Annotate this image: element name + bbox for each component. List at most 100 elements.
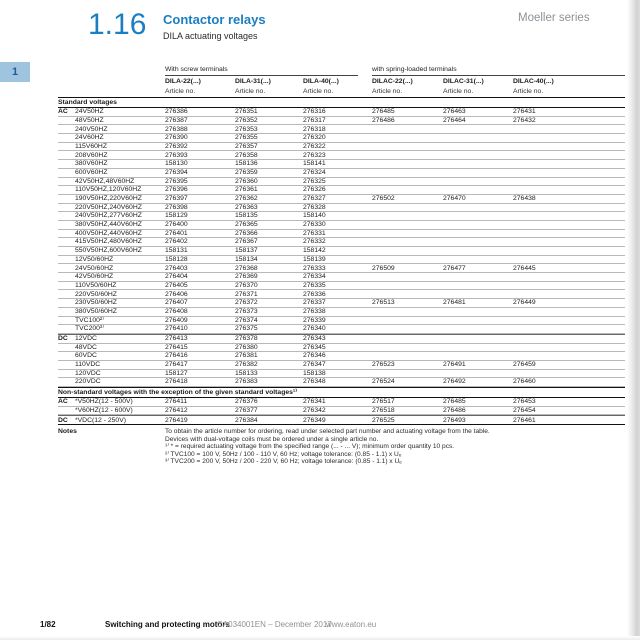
page-bottom-shadow: [0, 636, 640, 640]
article-number: 276396: [165, 186, 188, 194]
article-number: 158133: [235, 369, 258, 377]
article-number: 276393: [165, 151, 188, 159]
table-row: DC 12VDC 276413 276378 276343: [58, 333, 625, 344]
article-number: 276412: [165, 406, 188, 414]
footer-document-code: CA034001EN – December 2017: [217, 620, 332, 629]
voltage-label: *VDC(12 - 250V): [75, 416, 126, 424]
article-number: 158129: [165, 212, 188, 220]
article-number: 276438: [513, 195, 536, 203]
article-number: 276335: [303, 281, 326, 289]
article-number: 276368: [235, 264, 258, 272]
article-number: 276372: [235, 299, 258, 307]
article-number: 276325: [303, 177, 326, 185]
table-row: 48V50HZ 276387 276352 276317 276486 276464 276…: [58, 117, 625, 126]
article-number: 276369: [235, 273, 258, 281]
notes-lines: To obtain the article number for orderin…: [165, 428, 625, 466]
note-line: To obtain the article number for orderin…: [165, 428, 490, 436]
article-number: 276493: [443, 416, 466, 424]
table-row: 190V50HZ,220V60HZ 276397 276362 276327 27650…: [58, 195, 625, 204]
article-number: 276461: [513, 416, 536, 424]
voltage-label: 380V50/60HZ: [75, 307, 117, 315]
article-number: 276380: [235, 343, 258, 351]
article-number: 276477: [443, 264, 466, 272]
column-header-row: DILA-22(...) DILA-31(...) DILA-40(...) DILA…: [58, 76, 625, 86]
article-number: 276460: [513, 378, 536, 386]
page-title: Contactor relays: [163, 12, 266, 27]
table-row: 110V50HZ,120V60HZ 276396 276361 276326: [58, 186, 625, 195]
article-number: 276322: [303, 142, 326, 150]
table-row: 24V60HZ 276390 276355 276320: [58, 134, 625, 143]
voltage-label: *V60HZ(12 - 600V): [75, 406, 133, 414]
table-row: TVC200³⁾ 276410 276375 276340: [58, 325, 625, 334]
article-number: 276331: [303, 229, 326, 237]
article-number: 276348: [303, 378, 326, 386]
current-type-label: AC: [58, 398, 68, 406]
article-no-label: Article no.: [443, 88, 474, 96]
voltage-label: 110V50/60HZ: [75, 281, 117, 289]
article-number: 276481: [443, 299, 466, 307]
article-no-label: Article no.: [165, 88, 196, 96]
footer-catalog-title: Switching and protecting motors: [105, 620, 230, 629]
table-body: Standard voltages AC 24V50HZ 276386 276351 27…: [58, 97, 625, 426]
section-header: Standard voltages: [58, 98, 117, 106]
table-row: 24V50/60HZ 276403 276368 276333 276509 276477…: [58, 264, 625, 274]
voltage-label: 190V50HZ,220V60HZ: [75, 195, 142, 203]
table-row: 220V50HZ,240V60HZ 276398 276363 276328: [58, 204, 625, 213]
note-line: ¹⁾ * = required actuating voltage from t…: [165, 443, 455, 451]
section-header: Non-standard voltages with the exception…: [58, 388, 298, 396]
article-number: 276513: [372, 299, 395, 307]
article-number: 276404: [165, 273, 188, 281]
voltage-label: 110VDC: [75, 361, 101, 369]
table-row: 42V50/60HZ 276404 276369 276334: [58, 273, 625, 282]
article-number: 158128: [165, 255, 188, 263]
article-number: 276407: [165, 299, 188, 307]
voltage-label: TVC200³⁾: [75, 325, 104, 333]
article-number: 276359: [235, 168, 258, 176]
article-number: 276405: [165, 281, 188, 289]
table-row: 220V50/60HZ 276406 276371 276336: [58, 290, 625, 300]
voltage-label: 42V50/60HZ: [75, 273, 114, 281]
voltage-label: 120VDC: [75, 369, 101, 377]
footer-website-link[interactable]: www.eaton.eu: [326, 620, 377, 629]
voltage-label: 12VDC: [75, 335, 97, 343]
table-row: 415V50HZ,480V60HZ 276402 276367 276332: [58, 238, 625, 247]
voltage-label: 115V60HZ: [75, 142, 107, 150]
table-row: 115V60HZ 276392 276357 276322: [58, 143, 625, 152]
table-row: 380V60HZ 158130 158136 158141: [58, 160, 625, 169]
article-number: 276349: [303, 416, 326, 424]
table-row: 220VDC 276418 276383 276348 276524 276492 2764…: [58, 378, 625, 387]
article-number: 276382: [235, 361, 258, 369]
article-number: 276416: [165, 352, 188, 360]
article-number: 276413: [165, 335, 188, 343]
article-number: 276406: [165, 290, 188, 298]
article-number: 276431: [513, 108, 536, 116]
article-number: 276361: [235, 186, 258, 194]
table-row: 550V50HZ,600V60HZ 158131 158137 158142: [58, 247, 625, 256]
voltages-table: With screw terminals with spring-loaded …: [58, 66, 625, 466]
article-number: 276340: [303, 325, 326, 333]
article-number: 276327: [303, 195, 326, 203]
article-number: 276370: [235, 281, 258, 289]
voltage-label: 220V50HZ,240V60HZ: [75, 203, 142, 211]
article-number: 276525: [372, 416, 395, 424]
article-number: 276408: [165, 307, 188, 315]
article-number: 276509: [372, 264, 395, 272]
column-header: DILAC-31(...): [443, 78, 484, 86]
voltage-label: 48V50HZ: [75, 116, 104, 124]
voltage-label: 600V60HZ: [75, 168, 108, 176]
article-no-label: Article no.: [372, 88, 403, 96]
article-number: 276523: [372, 361, 395, 369]
article-number: 276328: [303, 203, 326, 211]
article-number: 276394: [165, 168, 188, 176]
table-row: 400V50HZ,440V60HZ 276401 276366 276331: [58, 230, 625, 239]
article-number: 276342: [303, 406, 326, 414]
article-number: 158135: [235, 212, 258, 220]
voltage-label: 380V50HZ,440V60HZ: [75, 221, 142, 229]
article-number: 276320: [303, 134, 326, 142]
article-number: 276410: [165, 325, 188, 333]
column-header: DILAC-40(...): [513, 78, 554, 86]
group-header-spring-terminals: with spring-loaded terminals: [372, 66, 625, 76]
article-number: 158127: [165, 369, 188, 377]
article-number: 276464: [443, 116, 466, 124]
article-number: 276400: [165, 221, 188, 229]
